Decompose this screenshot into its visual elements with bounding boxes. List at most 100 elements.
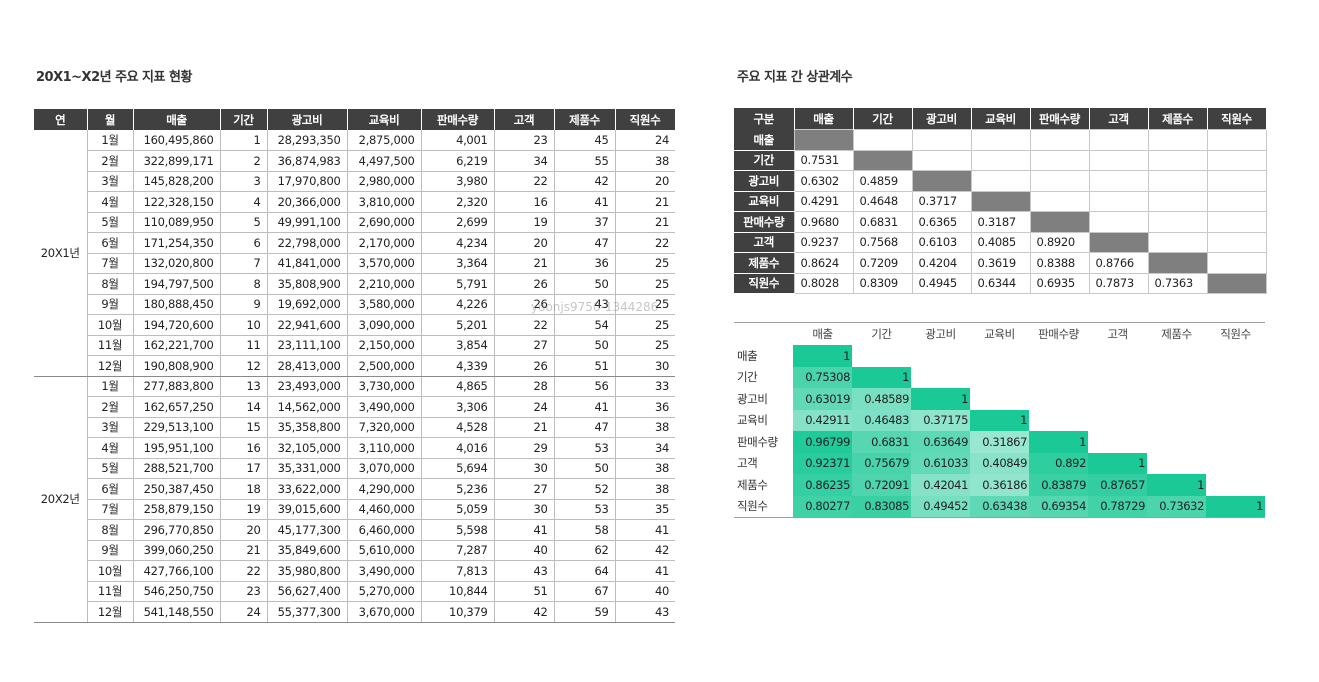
table-row: 광고비 0.63019 0.48589 1 bbox=[734, 388, 1265, 410]
value-cell: 37 bbox=[553, 212, 615, 233]
column-header: 판매수량 bbox=[421, 109, 495, 130]
value-cell: 41 bbox=[614, 560, 675, 582]
column-header: 매출 bbox=[133, 109, 221, 130]
empty-cell bbox=[970, 170, 1031, 192]
row-label: 판매수량 bbox=[737, 434, 778, 449]
heatmap-cell: 0.78729 bbox=[1088, 495, 1147, 518]
row-label: 기간 bbox=[737, 370, 758, 385]
value-cell: 40 bbox=[614, 581, 675, 602]
table-row: 4월 195,951,100 16 32,105,000 3,110,000 4,016 2… bbox=[34, 437, 675, 459]
value-cell: 29 bbox=[493, 437, 554, 459]
value-cell: 38 bbox=[614, 478, 675, 500]
row-label: 매출 bbox=[737, 348, 758, 363]
value-cell: 19,692,000 bbox=[266, 294, 347, 315]
heatmap-cell: 0.72091 bbox=[852, 474, 911, 496]
empty-cell bbox=[1088, 149, 1149, 171]
value-cell: 33,622,000 bbox=[266, 478, 347, 500]
heatmap-cell: 0.37175 bbox=[911, 409, 970, 431]
value-cell: 171,254,350 bbox=[132, 232, 220, 254]
corner-header: 구분 bbox=[734, 108, 795, 130]
value-cell: 4,001 bbox=[420, 130, 494, 151]
row-header: 고객 bbox=[734, 232, 794, 253]
heatmap-cell: 1 bbox=[970, 409, 1029, 431]
column-header: 광고비 bbox=[912, 108, 972, 130]
value-cell: 23 bbox=[493, 130, 554, 151]
value-cell: 42 bbox=[614, 540, 675, 561]
column-header: 판매수량 bbox=[1030, 108, 1090, 130]
row-label: 직원수 bbox=[734, 495, 793, 518]
empty-cell bbox=[1206, 474, 1265, 496]
heatmap-cell: 0.6831 bbox=[852, 431, 911, 453]
table-row: 10월 194,720,600 10 22,941,600 3,090,000 5,201… bbox=[34, 314, 675, 336]
table-row: 광고비 0.6302 0.4859 bbox=[734, 170, 1267, 192]
empty-cell bbox=[1088, 410, 1147, 432]
table-row: 9월 399,060,250 21 35,849,600 5,610,000 7,287 4… bbox=[34, 540, 675, 561]
value-cell: 41 bbox=[553, 191, 615, 213]
heatmap-cell: 0.892 bbox=[1029, 452, 1088, 474]
value-cell: 14,562,000 bbox=[266, 396, 347, 418]
empty-cell bbox=[1029, 388, 1088, 410]
correlation-cell: 0.4648 bbox=[852, 190, 913, 212]
table-row: 5월 288,521,700 17 35,331,000 3,070,000 5,694 3… bbox=[34, 458, 675, 479]
value-cell: 53 bbox=[553, 437, 615, 459]
empty-cell bbox=[852, 345, 911, 367]
value-cell: 35,849,600 bbox=[266, 540, 347, 561]
table-row: 8월 296,770,850 20 45,177,300 6,460,000 5,598 4… bbox=[34, 519, 675, 541]
table-row: 판매수량 0.9680 0.6831 0.6365 0.3187 bbox=[734, 211, 1267, 233]
empty-cell bbox=[1029, 367, 1088, 389]
row-label: 교육비 bbox=[737, 413, 768, 428]
value-cell: 180,888,450 bbox=[132, 294, 220, 315]
column-header: 교육비 bbox=[971, 108, 1031, 130]
empty-cell bbox=[1147, 410, 1206, 432]
value-cell: 5,598 bbox=[420, 519, 494, 541]
column-header: 월 bbox=[87, 109, 134, 130]
heatmap-cell: 1 bbox=[852, 366, 911, 388]
value-cell: 194,720,600 bbox=[132, 314, 220, 336]
summary-title: 20X1~X2년 주요 지표 현황 bbox=[36, 70, 192, 85]
value-cell: 2,210,000 bbox=[346, 273, 421, 295]
diagonal-cell bbox=[970, 190, 1031, 212]
heatmap-cell: 0.63438 bbox=[970, 495, 1029, 518]
table-row: 2월 322,899,171 2 36,874,983 4,497,500 6,219 34… bbox=[34, 150, 675, 172]
value-cell: 36 bbox=[553, 253, 615, 274]
value-cell: 2,500,000 bbox=[346, 355, 421, 377]
value-cell: 3,854 bbox=[420, 335, 494, 356]
value-cell: 23 bbox=[219, 581, 267, 602]
value-cell: 22 bbox=[614, 232, 675, 254]
value-cell: 17 bbox=[219, 458, 267, 479]
column-header: 제품수 bbox=[1147, 322, 1206, 345]
value-cell: 2,150,000 bbox=[346, 335, 421, 356]
correlation-cell: 0.4859 bbox=[852, 170, 913, 192]
empty-cell bbox=[1088, 170, 1149, 192]
heatmap-cell: 1 bbox=[911, 388, 970, 410]
value-cell: 4,016 bbox=[420, 437, 494, 459]
value-cell: 5 bbox=[219, 212, 267, 233]
value-cell: 13 bbox=[219, 376, 267, 397]
column-header: 연 bbox=[34, 109, 88, 130]
value-cell: 54 bbox=[553, 314, 615, 336]
row-header: 광고비 bbox=[734, 170, 794, 192]
row-header: 판매수량 bbox=[734, 211, 794, 233]
table-row: 12월 190,808,900 12 28,413,000 2,500,000 4,339… bbox=[34, 355, 675, 377]
value-cell: 3 bbox=[219, 171, 267, 192]
value-cell: 145,828,200 bbox=[132, 171, 220, 192]
empty-cell bbox=[1147, 231, 1208, 253]
empty-cell bbox=[1206, 129, 1267, 151]
value-cell: 24 bbox=[219, 601, 267, 623]
value-cell: 14 bbox=[219, 396, 267, 418]
monthly-indicators-table: 연 월 매출 기간 광고비 교육비 판매수량 고객 제품수 직원수 20X1년 1월 160,495,… bbox=[34, 109, 676, 623]
month-cell: 2월 bbox=[86, 396, 133, 418]
value-cell: 2 bbox=[219, 150, 267, 172]
value-cell: 45,177,300 bbox=[266, 519, 347, 541]
month-cell: 11월 bbox=[86, 335, 133, 356]
column-header: 제품수 bbox=[1148, 108, 1208, 130]
table-row: 10월 427,766,100 22 35,980,800 3,490,000 7,813… bbox=[34, 560, 675, 582]
value-cell: 12 bbox=[219, 355, 267, 377]
empty-cell bbox=[1147, 345, 1206, 367]
value-cell: 36,874,983 bbox=[266, 150, 347, 172]
diagonal-cell bbox=[911, 170, 972, 192]
column-header: 고객 bbox=[1088, 322, 1147, 345]
value-cell: 22,941,600 bbox=[266, 314, 347, 336]
empty-cell bbox=[1088, 190, 1149, 212]
value-cell: 4,226 bbox=[420, 294, 494, 315]
